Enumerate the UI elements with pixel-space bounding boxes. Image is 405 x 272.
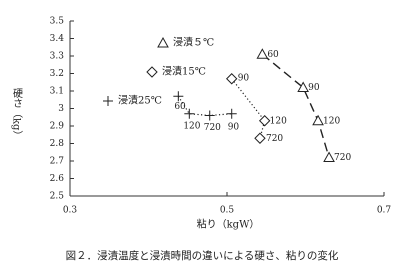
series-line [231, 78, 266, 139]
x-axis-label: 粘り（kgW） [197, 218, 260, 231]
point-label: 120 [270, 116, 287, 126]
series-line [177, 95, 232, 117]
point [323, 151, 335, 162]
point-label: 720 [266, 134, 283, 144]
point-label: 120 [183, 121, 200, 131]
legend-marker [103, 96, 113, 106]
point [173, 91, 184, 102]
y-tick-label: 3.4 [50, 34, 65, 44]
point-label: 90 [228, 122, 240, 132]
x-tick-label: 0.3 [63, 206, 78, 216]
point-label: 90 [308, 83, 320, 93]
y-tick-label: 3.3 [50, 52, 65, 62]
point [254, 132, 266, 144]
point-label: 720 [334, 153, 351, 163]
x-tick-label: 0.7 [377, 206, 392, 216]
point [297, 81, 309, 92]
point [312, 114, 324, 126]
caption: 図２．浸漬温度と浸漬時間の違いによる硬さ、粘りの変化 [66, 249, 339, 262]
legend-label: 浸漬25℃ [118, 94, 162, 107]
y-tick-label: 3.1 [50, 87, 64, 97]
y-tick-label: 2.9 [50, 122, 65, 132]
point-label: 720 [204, 123, 221, 133]
y-tick-label: 2.5 [50, 192, 65, 202]
point-label: 60 [267, 50, 279, 60]
point-label: 60 [174, 102, 186, 112]
point-label: 90 [238, 73, 250, 83]
x-tick-label: 0.5 [220, 206, 235, 216]
point [204, 110, 215, 121]
point [226, 108, 237, 119]
legend-marker [146, 66, 158, 78]
y-tick-label: 2.7 [50, 157, 65, 167]
y-tick-label: 2.6 [50, 174, 65, 184]
series-line [261, 53, 330, 158]
y-tick-label: 3.2 [50, 69, 64, 79]
legend-marker [157, 36, 169, 48]
y-tick-label: 2.8 [50, 139, 65, 149]
point [184, 108, 195, 119]
legend-label: 浸漬５℃ [173, 36, 214, 49]
y-axis-label: 硬さ（kg） [11, 88, 23, 141]
point-label: 120 [323, 116, 340, 126]
point [256, 48, 269, 59]
point [258, 115, 271, 127]
point [226, 73, 238, 85]
legend-label: 浸漬15℃ [162, 65, 206, 78]
y-tick-label: 3.5 [50, 17, 65, 27]
y-tick-label: 3 [58, 104, 64, 114]
